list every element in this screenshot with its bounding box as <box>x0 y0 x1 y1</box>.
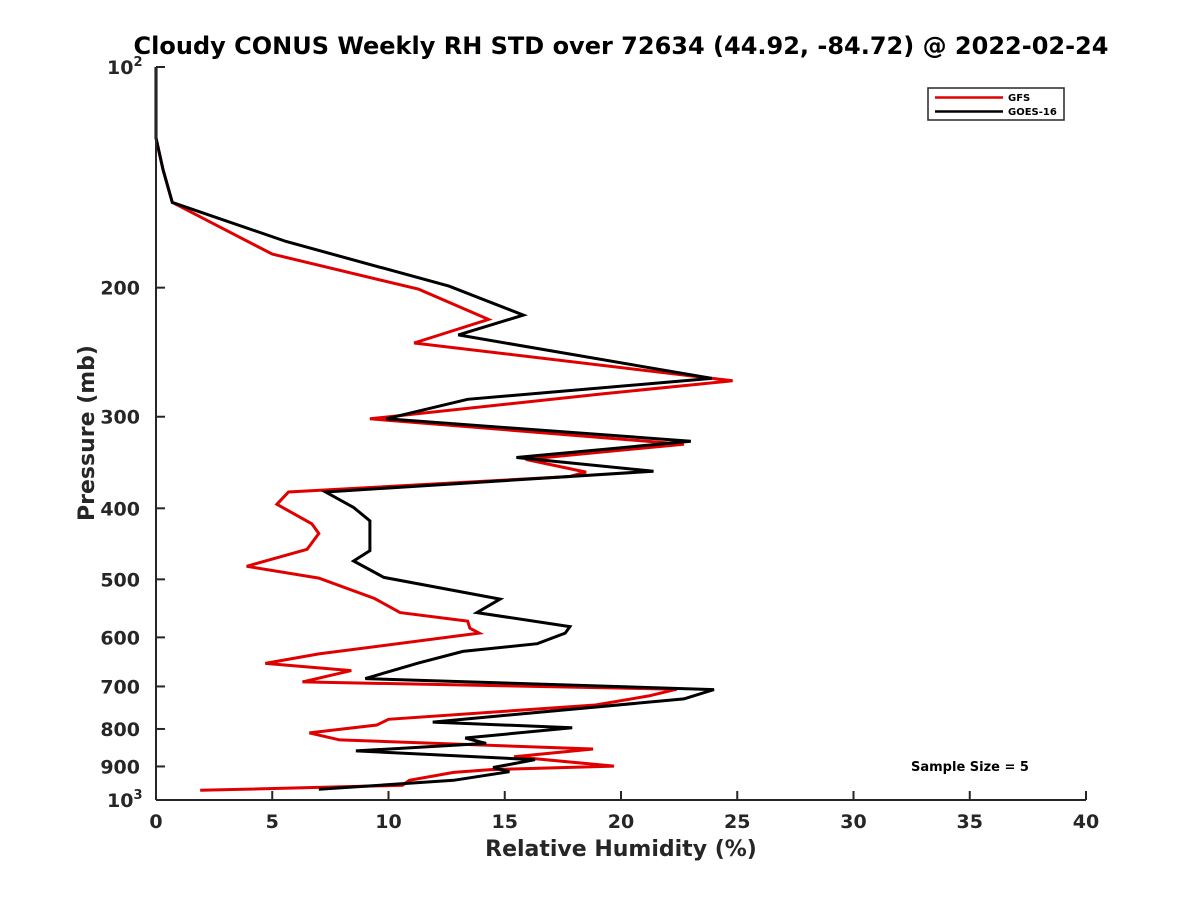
y-tick-label: 200 <box>100 278 140 300</box>
chart-title: Cloudy CONUS Weekly RH STD over 72634 (4… <box>134 32 1109 60</box>
y-tick-label: 102 <box>107 55 143 79</box>
legend-label-gfs: GFS <box>1008 93 1030 104</box>
y-tick-label: 900 <box>100 756 140 778</box>
y-tick-exponent: 2 <box>133 55 142 70</box>
x-axis-ticks: 0 5 10 15 20 25 30 35 40 <box>149 791 1099 833</box>
y-tick-label: 103 <box>107 788 143 812</box>
x-tick-label: 30 <box>840 811 866 833</box>
x-tick-label: 35 <box>957 811 983 833</box>
x-tick-label: 25 <box>724 811 750 833</box>
y-tick-label: 800 <box>100 719 140 741</box>
y-axis-label: Pressure (mb) <box>75 345 100 521</box>
legend-label-goes16: GOES-16 <box>1008 107 1057 118</box>
legend-box <box>927 87 1065 121</box>
y-tick-label: 300 <box>100 407 140 429</box>
x-tick-label: 15 <box>492 811 518 833</box>
x-tick-label: 10 <box>375 811 401 833</box>
x-tick-label: 5 <box>266 811 279 833</box>
x-tick-label: 20 <box>608 811 634 833</box>
y-tick-label: 500 <box>100 569 140 591</box>
series-line-goes16 <box>154 67 715 791</box>
x-axis-label: Relative Humidity (%) <box>485 837 757 862</box>
x-tick-label: 40 <box>1073 811 1099 833</box>
y-tick-label: 400 <box>100 498 140 520</box>
y-axis-ticks: 102 200 300 400 500 600 700 800 900 103 <box>100 55 165 812</box>
legend: GFS GOES-16 <box>927 87 1065 121</box>
x-tick-label: 0 <box>149 811 162 833</box>
y-tick-label: 600 <box>100 627 140 649</box>
plot-area <box>156 67 1086 800</box>
y-tick-exponent: 3 <box>133 788 142 803</box>
y-tick-label: 700 <box>100 676 140 698</box>
sample-size-annotation: Sample Size = 5 <box>911 760 1029 775</box>
series-layer <box>154 67 733 792</box>
